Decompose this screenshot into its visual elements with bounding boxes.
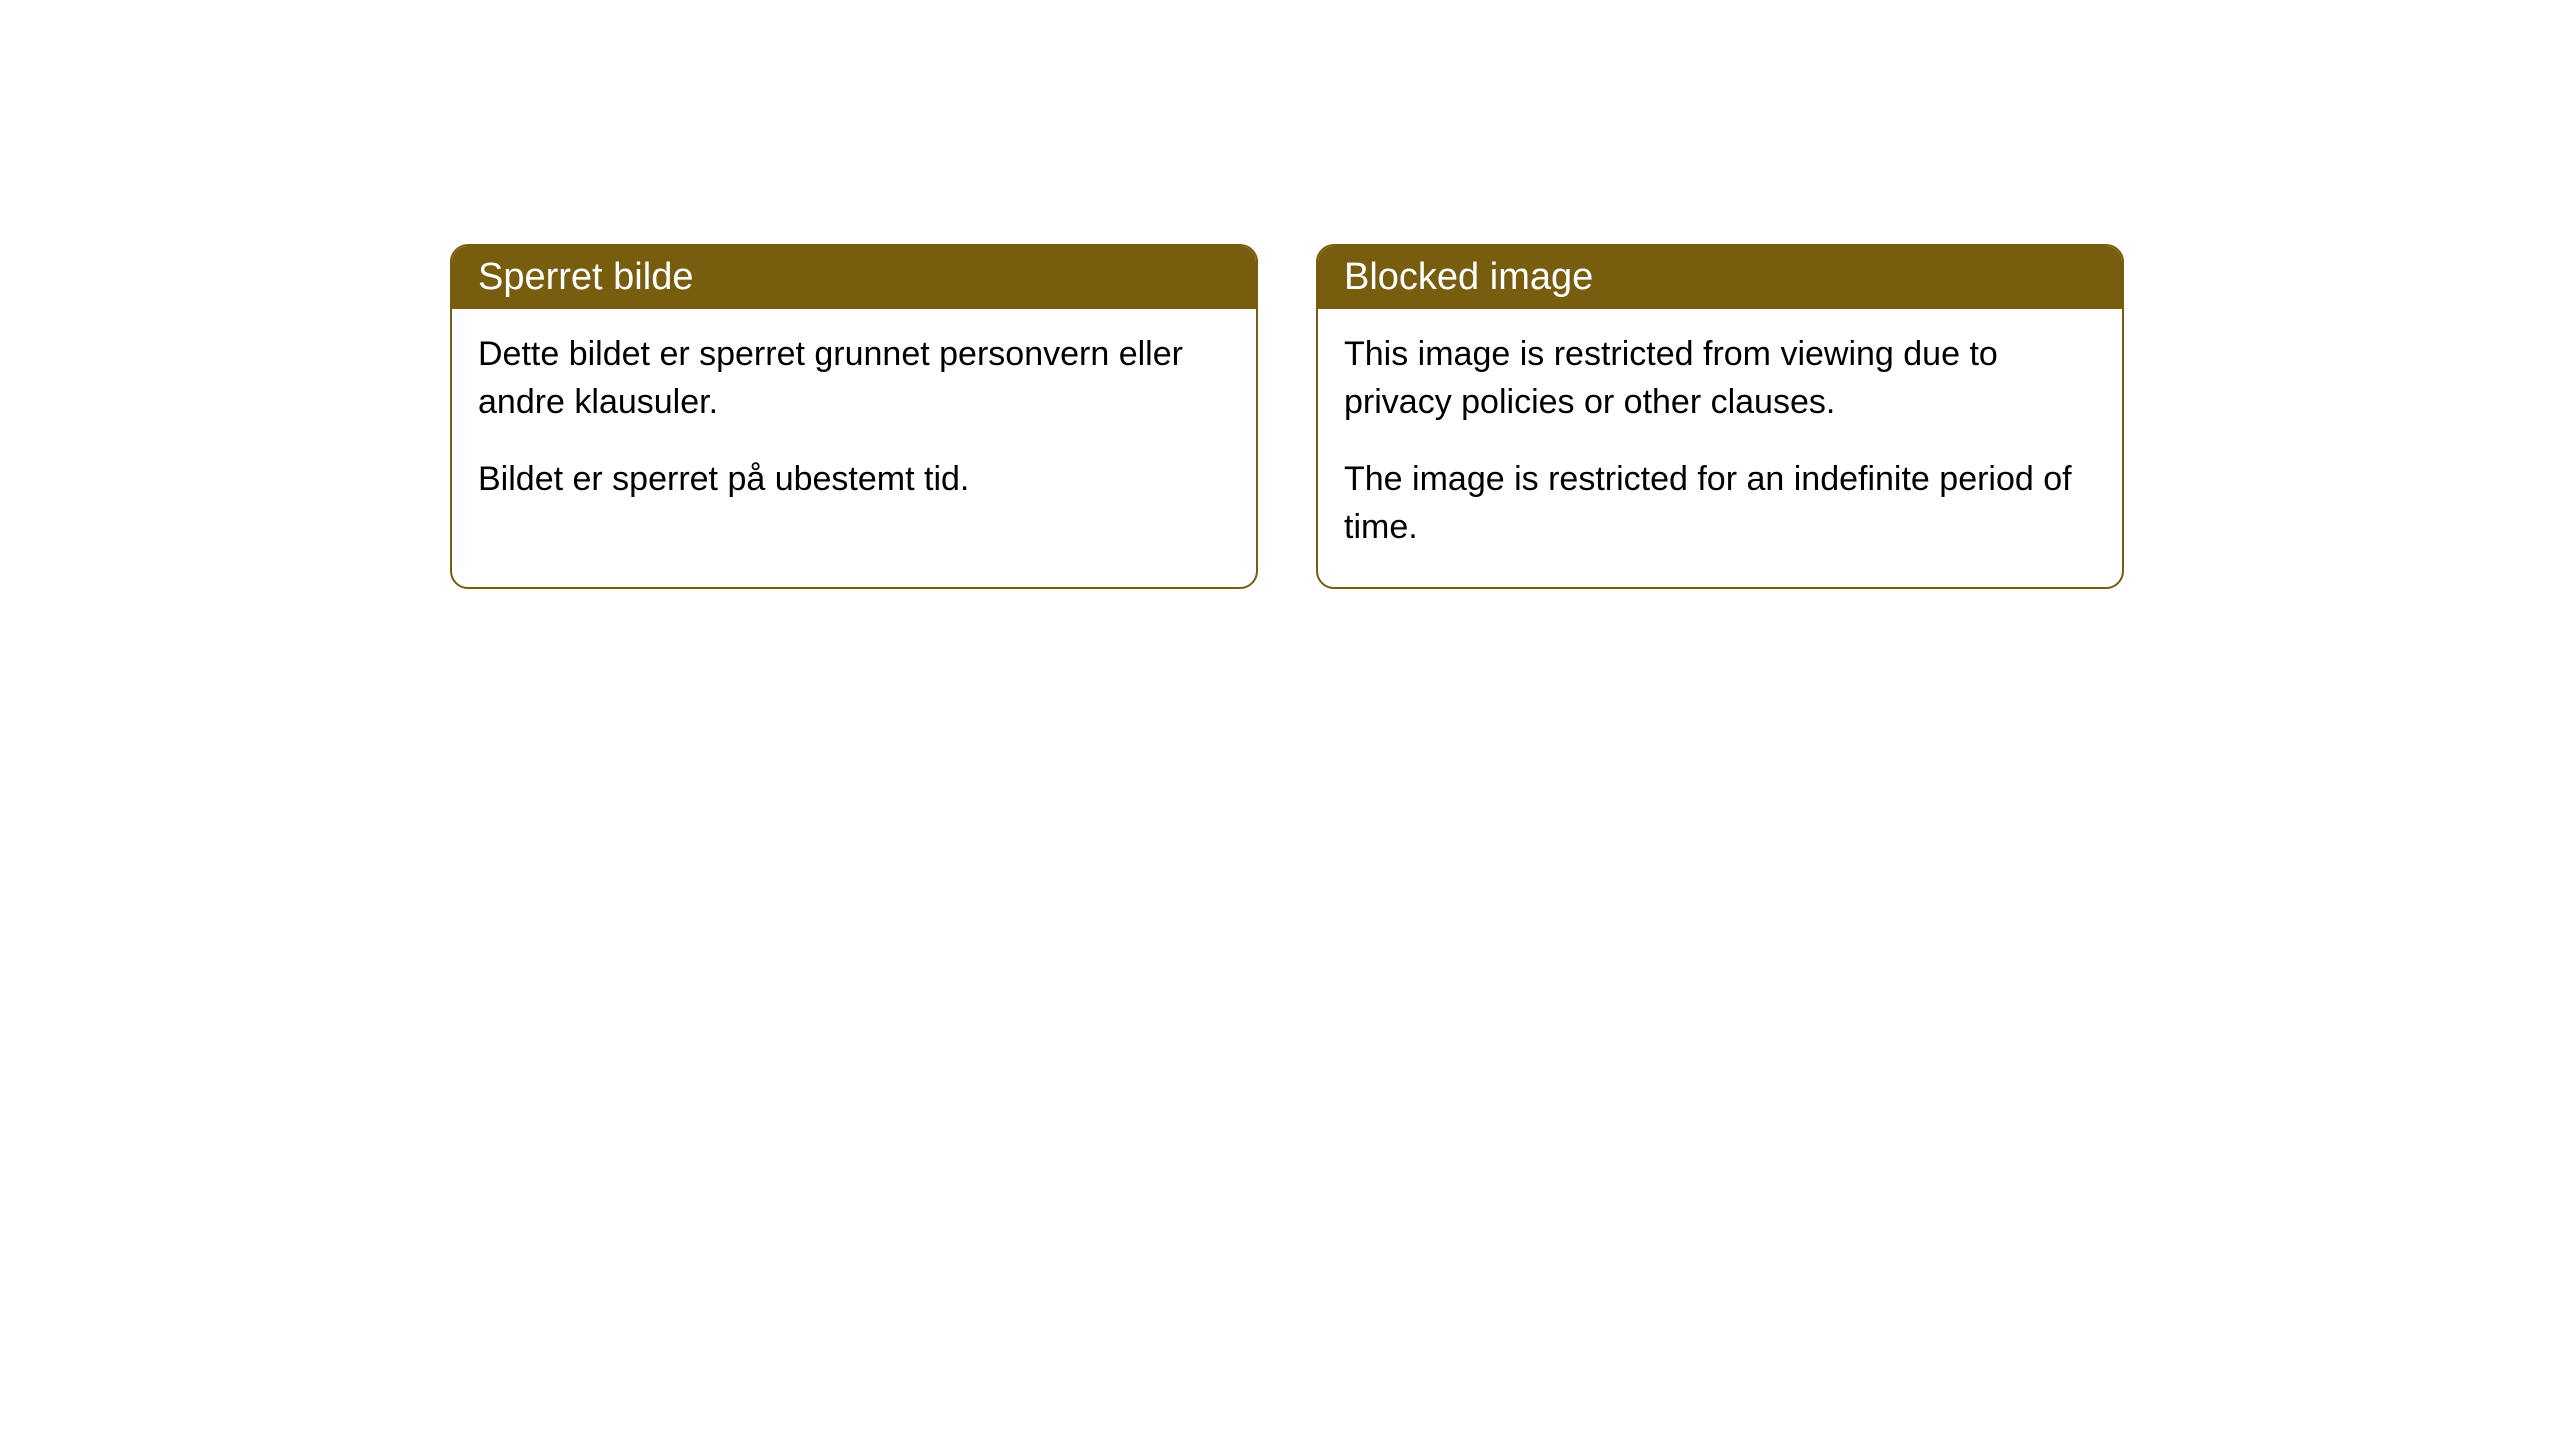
cards-container: Sperret bilde Dette bildet er sperret gr… [450, 244, 2124, 589]
card-header-norwegian: Sperret bilde [452, 246, 1256, 309]
card-title-norwegian: Sperret bilde [478, 256, 693, 298]
card-title-english: Blocked image [1344, 256, 1593, 298]
card-body-english: This image is restricted from viewing du… [1318, 309, 2122, 587]
card-paragraph2-norwegian: Bildet er sperret på ubestemt tid. [478, 456, 1230, 504]
card-body-norwegian: Dette bildet er sperret grunnet personve… [452, 309, 1256, 540]
card-norwegian: Sperret bilde Dette bildet er sperret gr… [450, 244, 1258, 589]
card-paragraph1-english: This image is restricted from viewing du… [1344, 331, 2096, 426]
card-english: Blocked image This image is restricted f… [1316, 244, 2124, 589]
card-paragraph2-english: The image is restricted for an indefinit… [1344, 456, 2096, 551]
card-paragraph1-norwegian: Dette bildet er sperret grunnet personve… [478, 331, 1230, 426]
card-header-english: Blocked image [1318, 246, 2122, 309]
